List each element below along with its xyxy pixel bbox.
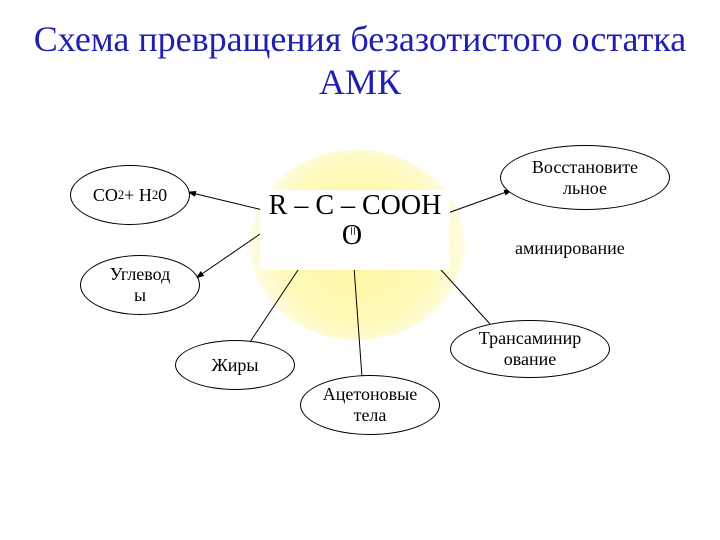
center-formula: R – C – COOH = O [260, 190, 450, 270]
extra-label-amination: аминирование [515, 238, 625, 259]
node-co2h2o: СО2 + Н20 [70, 165, 190, 225]
node-fats: Жиры [175, 340, 295, 390]
formula-oxygen: O [254, 220, 450, 252]
formula-line1: R – C – COOH [260, 190, 450, 222]
edge-carbs [196, 232, 263, 278]
node-ketone: Ацетоновые тела [300, 375, 440, 435]
node-carbs: Углевод ы [80, 255, 200, 315]
edge-fats [250, 267, 300, 342]
node-trans: Трансаминир ование [450, 320, 610, 378]
formula-double-bond: = [343, 226, 361, 235]
node-reduct: Восстановите льное [500, 145, 670, 210]
edge-reduct [445, 190, 512, 214]
diagram-stage: Схема превращения безазотистого остатка … [0, 0, 720, 540]
edge-ketone [354, 267, 362, 377]
edge-co2h2o [188, 192, 263, 210]
